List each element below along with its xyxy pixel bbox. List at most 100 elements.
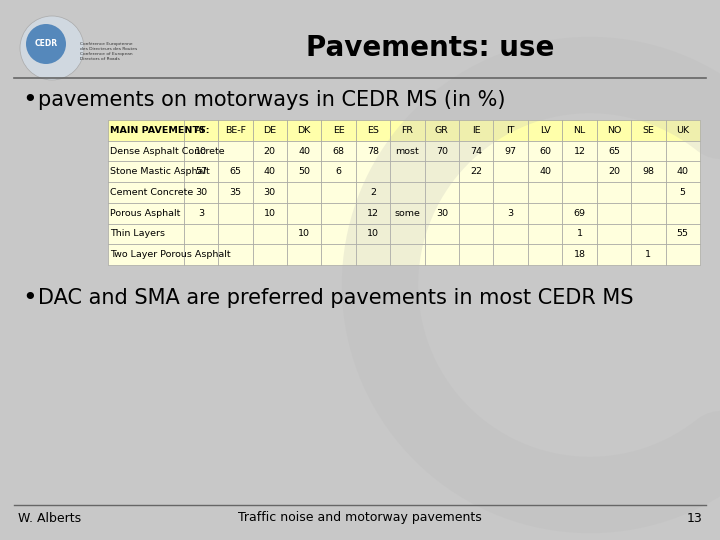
Text: UK: UK — [676, 126, 689, 135]
Bar — [108, 244, 184, 265]
Text: most: most — [395, 146, 419, 156]
Text: some: some — [395, 209, 420, 218]
Bar — [184, 244, 218, 265]
Bar — [597, 182, 631, 203]
Bar — [390, 141, 425, 161]
Bar — [631, 182, 665, 203]
Bar — [562, 182, 597, 203]
Text: NO: NO — [607, 126, 621, 135]
Text: 12: 12 — [574, 146, 585, 156]
Bar — [184, 161, 218, 182]
Bar — [108, 120, 184, 141]
Text: DK: DK — [297, 126, 311, 135]
Bar — [425, 244, 459, 265]
Text: 20: 20 — [264, 146, 276, 156]
Bar — [356, 161, 390, 182]
Bar — [665, 120, 700, 141]
Bar — [528, 182, 562, 203]
Bar — [562, 244, 597, 265]
Bar — [218, 203, 253, 224]
Bar — [631, 224, 665, 244]
Bar — [184, 182, 218, 203]
Text: pavements on motorways in CEDR MS (in %): pavements on motorways in CEDR MS (in %) — [38, 90, 505, 110]
Bar — [597, 224, 631, 244]
Text: 1: 1 — [577, 230, 582, 239]
Bar — [390, 203, 425, 224]
Bar — [631, 203, 665, 224]
Circle shape — [26, 24, 66, 64]
Bar — [253, 203, 287, 224]
Bar — [390, 161, 425, 182]
Bar — [597, 120, 631, 141]
Bar — [528, 224, 562, 244]
Text: SE: SE — [642, 126, 654, 135]
Bar — [425, 141, 459, 161]
Bar — [528, 120, 562, 141]
Text: 68: 68 — [333, 146, 345, 156]
Bar — [459, 244, 493, 265]
Bar — [631, 120, 665, 141]
Text: 55: 55 — [677, 230, 689, 239]
Text: 78: 78 — [367, 146, 379, 156]
Bar — [562, 161, 597, 182]
Bar — [493, 203, 528, 224]
Text: 5: 5 — [680, 188, 685, 197]
Bar — [493, 141, 528, 161]
Text: NL: NL — [573, 126, 585, 135]
Text: Two Layer Porous Asphalt: Two Layer Porous Asphalt — [110, 250, 231, 259]
Text: 2: 2 — [370, 188, 376, 197]
Bar — [287, 182, 321, 203]
Text: AT: AT — [195, 126, 207, 135]
Text: 18: 18 — [574, 250, 585, 259]
Text: 50: 50 — [298, 167, 310, 176]
Text: 65: 65 — [230, 167, 241, 176]
Circle shape — [20, 16, 84, 80]
Text: 57: 57 — [195, 167, 207, 176]
Bar — [562, 203, 597, 224]
Bar — [287, 244, 321, 265]
Bar — [562, 120, 597, 141]
Text: CEDR: CEDR — [35, 39, 58, 49]
Text: 10: 10 — [195, 146, 207, 156]
Bar — [665, 161, 700, 182]
Bar — [356, 224, 390, 244]
Bar — [459, 182, 493, 203]
Text: GR: GR — [435, 126, 449, 135]
Bar — [287, 224, 321, 244]
Bar — [321, 203, 356, 224]
Bar — [253, 141, 287, 161]
Bar — [425, 203, 459, 224]
Text: •: • — [22, 88, 37, 112]
Bar — [390, 120, 425, 141]
Bar — [528, 203, 562, 224]
Bar — [597, 203, 631, 224]
Bar — [356, 182, 390, 203]
Bar — [218, 161, 253, 182]
Text: 40: 40 — [298, 146, 310, 156]
Text: LV: LV — [540, 126, 551, 135]
Text: EE: EE — [333, 126, 344, 135]
Bar — [356, 120, 390, 141]
Text: Dense Asphalt Concrete: Dense Asphalt Concrete — [110, 146, 225, 156]
Text: BE-F: BE-F — [225, 126, 246, 135]
Bar — [287, 141, 321, 161]
Bar — [425, 182, 459, 203]
Bar — [562, 141, 597, 161]
Text: DAC and SMA are preferred pavements in most CEDR MS: DAC and SMA are preferred pavements in m… — [38, 288, 634, 308]
Text: FR: FR — [402, 126, 413, 135]
Bar — [665, 182, 700, 203]
Text: 35: 35 — [229, 188, 241, 197]
Text: Conférence Européenne
des Directeurs des Routes
Conference of European
Directors: Conférence Européenne des Directeurs des… — [80, 42, 138, 60]
Text: 10: 10 — [367, 230, 379, 239]
Bar — [631, 161, 665, 182]
Bar — [218, 182, 253, 203]
Text: MAIN PAVEMENTS:: MAIN PAVEMENTS: — [110, 126, 210, 135]
Bar — [390, 224, 425, 244]
Text: Pavements: use: Pavements: use — [306, 34, 554, 62]
Bar — [631, 141, 665, 161]
Text: 1: 1 — [645, 250, 652, 259]
Text: Porous Asphalt: Porous Asphalt — [110, 209, 181, 218]
Text: 20: 20 — [608, 167, 620, 176]
Bar — [253, 244, 287, 265]
Bar — [108, 203, 184, 224]
